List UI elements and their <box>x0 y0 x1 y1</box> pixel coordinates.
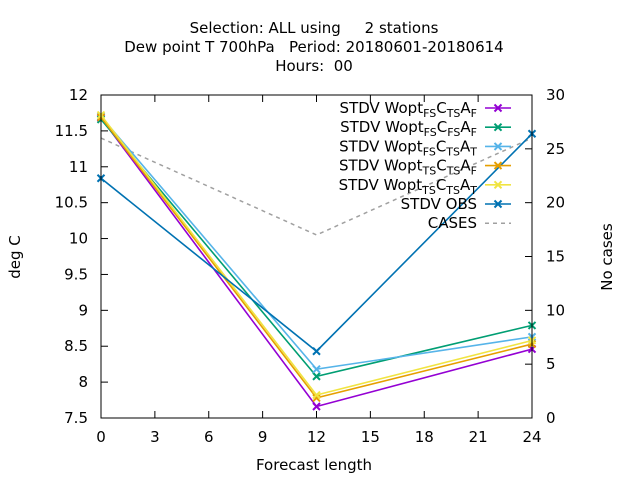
legend-label-subscript: TS <box>445 145 460 158</box>
legend-label-text: C <box>436 137 446 155</box>
legend-label: STDV WoptFSCTSAF <box>340 99 477 120</box>
chart-title: Selection: ALL using 2 stations Dew poin… <box>124 19 503 75</box>
legend-label-text: C <box>436 157 446 175</box>
series-4 <box>96 110 537 400</box>
series-6 <box>100 137 533 236</box>
y-tick-label: 11 <box>69 158 88 176</box>
y2-axis-label: No cases <box>598 223 616 291</box>
legend-label-subscript: F <box>471 107 477 120</box>
legend-label-subscript: F <box>471 165 477 178</box>
y2-tick-label: 25 <box>546 140 565 158</box>
y2-axis: 0 5 10 15 20 25 30 <box>525 86 565 427</box>
y-tick-label: 9 <box>78 301 88 319</box>
x-tick-label: 3 <box>150 428 160 446</box>
legend-label-subscript: TS <box>445 184 460 197</box>
legend-marker <box>493 180 503 190</box>
series-point <box>312 372 321 381</box>
x-tick-label: 12 <box>307 428 326 446</box>
legend-marker <box>493 142 503 151</box>
legend-label-subscript: FS <box>423 145 436 158</box>
y-tick-label: 8 <box>78 373 88 391</box>
series-point <box>312 364 321 374</box>
x-tick-label: 6 <box>204 428 214 446</box>
x-tick-label: 21 <box>469 428 488 446</box>
legend-label-subscript: TS <box>446 165 461 178</box>
legend-marker <box>493 161 503 170</box>
legend-label-text: STDV Wopt <box>340 99 424 117</box>
x-axis: 0 3 6 9 12 15 18 21 24 <box>96 95 542 446</box>
legend-label-text: STDV Wopt <box>339 157 423 175</box>
legend-entry: STDV OBS <box>401 195 511 213</box>
y-tick-label: 10.5 <box>55 194 88 212</box>
legend-label-text: STDV Wopt <box>339 137 423 155</box>
y-axis-label: deg C <box>6 235 24 279</box>
legend-label-subscript: T <box>469 184 477 197</box>
legend-label: STDV WoptFSCTSAT <box>339 137 477 158</box>
x-tick-label: 24 <box>522 428 541 446</box>
legend-marker <box>493 199 503 209</box>
y-tick-label: 10 <box>69 230 88 248</box>
legend-label-subscript: F <box>471 126 477 139</box>
chart-title-line-3: Hours: 00 <box>275 57 353 75</box>
legend-label-text: A <box>460 118 471 136</box>
legend-label-text: A <box>460 137 471 155</box>
legend-label-text: CASES <box>428 214 477 232</box>
y2-tick-label: 20 <box>546 194 565 212</box>
series-point <box>312 402 321 411</box>
legend-label-subscript: TS <box>421 184 436 197</box>
y-tick-label: 11.5 <box>55 122 88 140</box>
legend-label: CASES <box>428 214 477 232</box>
legend-marker <box>493 122 503 132</box>
series-point <box>312 347 321 356</box>
series-point <box>312 393 321 403</box>
legend-entry: STDV WoptFSCTSAF <box>340 99 511 120</box>
legend-label: STDV WoptFSCFSAF <box>340 118 477 139</box>
y2-tick-label: 15 <box>546 248 565 266</box>
legend-entry: CASES <box>428 214 511 232</box>
legend-entry: STDV WoptTSCTSAT <box>339 176 511 197</box>
legend-marker <box>493 103 503 113</box>
legend-label: STDV WoptTSCTSAT <box>339 176 478 197</box>
x-tick-label: 0 <box>96 428 106 446</box>
y-tick-label: 12 <box>69 86 88 104</box>
y-tick-label: 7.5 <box>64 409 88 427</box>
legend-label-subscript: FS <box>447 126 460 139</box>
legend-label-subscript: FS <box>423 107 436 120</box>
x-tick-label: 15 <box>361 428 380 446</box>
legend-label: STDV OBS <box>401 195 477 213</box>
series-line <box>100 137 533 236</box>
legend-label-subscript: TS <box>422 165 437 178</box>
y2-tick-label: 10 <box>546 301 565 319</box>
legend-label-subscript: FS <box>424 126 437 139</box>
series-point <box>312 390 321 400</box>
legend-entry: STDV WoptTSCTSAF <box>339 157 511 178</box>
legend-label-subscript: T <box>469 145 477 158</box>
legend-label-text: C <box>436 176 446 194</box>
x-tick-label: 18 <box>415 428 434 446</box>
legend-entry: STDV WoptFSCTSAT <box>339 137 511 158</box>
legend-label-text: A <box>460 157 471 175</box>
legend-label: STDV WoptTSCTSAF <box>339 157 477 178</box>
legend-label-text: A <box>460 99 471 117</box>
x-axis-label: Forecast length <box>256 456 372 474</box>
legend-label-text: A <box>460 176 471 194</box>
y2-tick-label: 30 <box>546 86 565 104</box>
y-tick-label: 8.5 <box>64 337 88 355</box>
legend-entry: STDV WoptFSCFSAF <box>340 118 511 139</box>
legend-label-text: C <box>436 99 446 117</box>
y-tick-label: 9.5 <box>64 265 88 283</box>
y2-tick-label: 0 <box>546 409 556 427</box>
legend-label-text: STDV OBS <box>401 195 477 213</box>
legend-label-subscript: TS <box>446 107 461 120</box>
legend-label-text: STDV Wopt <box>340 118 424 136</box>
legend-label-text: STDV Wopt <box>339 176 423 194</box>
chart-title-line-1: Selection: ALL using 2 stations <box>190 19 439 37</box>
y2-tick-label: 5 <box>546 355 556 373</box>
legend-label-text: C <box>437 118 447 136</box>
x-tick-label: 9 <box>258 428 268 446</box>
y-axis: 7.5 8 8.5 9 9.5 10 10.5 11 11.5 12 <box>55 86 108 427</box>
chart-title-line-2: Dew point T 700hPa Period: 20180601-2018… <box>124 38 503 56</box>
